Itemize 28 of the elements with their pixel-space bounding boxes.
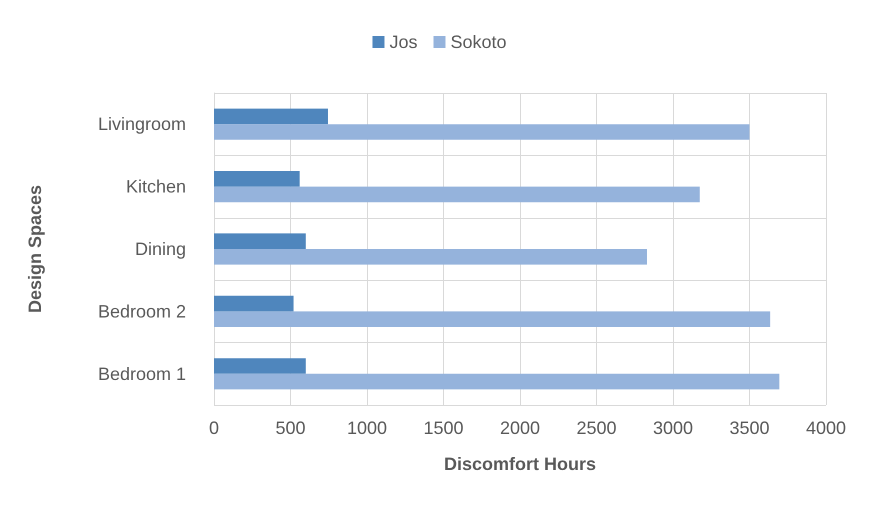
- bar: [214, 249, 647, 265]
- x-tick-label: 1500: [423, 418, 464, 438]
- y-tick-label: Bedroom 1: [98, 364, 186, 384]
- y-tick-label: Kitchen: [126, 176, 186, 197]
- bar: [214, 358, 306, 374]
- y-tick-label: Dining: [134, 239, 186, 259]
- bar: [214, 186, 700, 202]
- legend-label: Jos: [389, 32, 418, 52]
- x-tick-label: 2500: [576, 418, 617, 438]
- y-tick-label: Livingroom: [98, 114, 186, 134]
- x-axis-title: Discomfort Hours: [444, 454, 596, 474]
- x-tick-label: 0: [208, 418, 220, 438]
- bar: [214, 374, 780, 390]
- x-tick-label: 4000: [806, 418, 846, 438]
- y-axis-title: Design Spaces: [25, 184, 45, 314]
- x-tick-label: 3500: [729, 418, 770, 438]
- bar: [214, 124, 750, 140]
- bar: [214, 311, 770, 327]
- bar: [214, 171, 300, 187]
- legend-label: Sokoto: [450, 32, 507, 52]
- bar: [214, 296, 294, 312]
- y-tick-label: Bedroom 2: [98, 301, 186, 322]
- x-tick-label: 500: [275, 418, 306, 438]
- bar: [214, 108, 328, 124]
- x-tick-label: 3000: [652, 418, 694, 438]
- x-tick-label: 1000: [346, 418, 388, 438]
- x-tick-label: 2000: [500, 418, 540, 438]
- bar: [214, 233, 306, 249]
